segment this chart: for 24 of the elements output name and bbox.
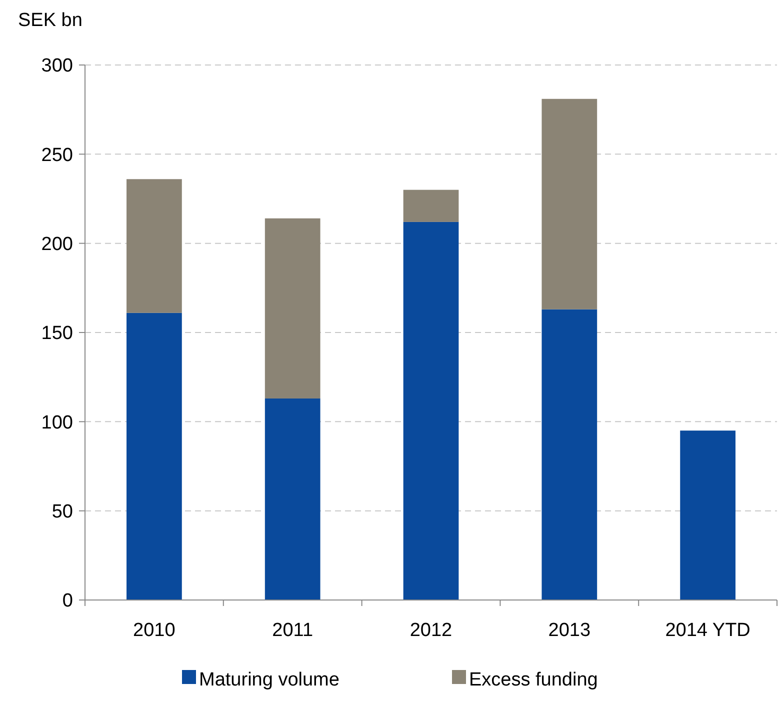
bar xyxy=(403,190,459,222)
x-tick-label: 2012 xyxy=(410,620,452,641)
y-tick-label: 250 xyxy=(41,144,73,166)
x-tick-label: 2013 xyxy=(548,620,591,641)
bar xyxy=(264,218,320,398)
bar xyxy=(126,312,182,600)
y-tick-label: 150 xyxy=(41,323,73,344)
bar xyxy=(126,179,182,313)
bar xyxy=(264,398,320,600)
y-tick-label: 50 xyxy=(52,501,73,522)
x-tick-label: 2010 xyxy=(133,620,176,641)
x-tick-label: 2011 xyxy=(272,620,314,641)
x-tick-label: 2014 YTD xyxy=(665,620,750,641)
y-tick-label: 300 xyxy=(41,56,73,77)
bar xyxy=(542,98,598,310)
y-tick-label: 200 xyxy=(41,234,73,255)
legend-label: Excess funding xyxy=(469,670,598,691)
bar xyxy=(680,430,736,600)
y-axis-title: SEK bn xyxy=(18,10,82,31)
y-tick-label: 0 xyxy=(62,590,73,612)
y-tick-label: 100 xyxy=(41,412,73,434)
legend-label: Maturing volume xyxy=(199,670,340,691)
bar xyxy=(542,309,598,600)
bar xyxy=(403,222,459,600)
